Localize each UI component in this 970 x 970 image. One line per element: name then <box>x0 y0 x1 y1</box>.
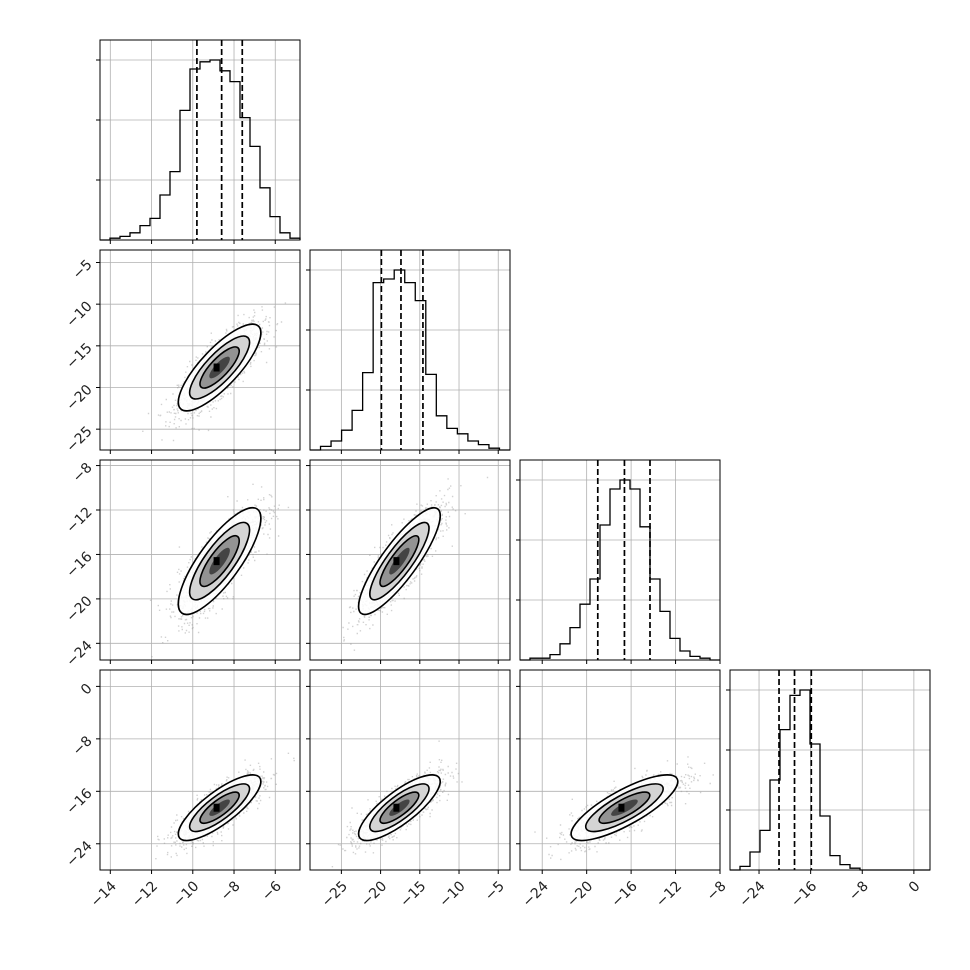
density-peak-cell <box>618 803 625 812</box>
histogram-step <box>310 269 510 451</box>
density-peak-cell <box>213 363 220 372</box>
x-tick-label: −20 <box>564 878 596 910</box>
scatter-panel-2-1 <box>96 249 301 454</box>
y-tick-label: −10 <box>63 299 95 331</box>
scatter-panel-4-2 <box>306 669 511 874</box>
panel-frame <box>309 249 511 451</box>
panel-frame <box>309 669 511 871</box>
y-tick-label: −15 <box>63 340 95 372</box>
histogram-step <box>100 59 301 241</box>
x-tick-label: −10 <box>170 878 202 910</box>
x-tick-label: −25 <box>319 878 351 910</box>
x-tick-label: −15 <box>397 878 429 910</box>
x-tick-label: −8 <box>704 878 730 904</box>
y-tick-label: −5 <box>70 257 96 283</box>
scatter-panel-4-1 <box>96 669 301 874</box>
density-peak-cell <box>393 803 400 812</box>
x-tick-label: −16 <box>609 878 641 910</box>
x-tick-label: −24 <box>520 878 552 910</box>
x-tick-label: −24 <box>736 878 768 910</box>
x-tick-label: −16 <box>788 878 820 910</box>
panel-content <box>100 460 300 660</box>
x-tick-label: −12 <box>653 878 685 910</box>
panel-frame <box>519 459 721 661</box>
x-tick-label: −8 <box>846 878 872 904</box>
density-peak-cell <box>213 803 220 812</box>
x-tick-label: −14 <box>88 878 120 910</box>
density-peak-cell <box>213 557 220 566</box>
hist-panel-4 <box>726 669 931 874</box>
panel-frame <box>309 459 511 661</box>
panel-content <box>310 670 510 870</box>
panel-content <box>100 670 300 870</box>
y-tick-label: −16 <box>63 549 95 581</box>
x-tick-label: −5 <box>482 878 508 904</box>
panel-frame <box>99 669 301 871</box>
y-tick-label: −8 <box>70 733 96 759</box>
panel-frame <box>729 669 931 871</box>
scatter-panel-4-3 <box>516 669 721 874</box>
scatter-panel-3-1 <box>96 459 301 664</box>
y-tick-label: −24 <box>63 838 95 870</box>
hist-panel-2 <box>306 249 511 454</box>
panel-content <box>100 250 300 450</box>
panel-frame <box>99 39 301 241</box>
panel-content <box>310 460 510 660</box>
y-tick-label: −8 <box>70 460 96 486</box>
y-tick-label: −20 <box>63 593 95 625</box>
scatter-panel-3-2 <box>306 459 511 664</box>
histogram-step <box>520 479 720 661</box>
density-peak-cell <box>393 557 400 566</box>
x-tick-label: −8 <box>218 878 244 904</box>
sample-points <box>342 476 489 651</box>
x-tick-label: −10 <box>436 878 468 910</box>
x-tick-label: −20 <box>358 878 390 910</box>
panel-frame <box>99 249 301 451</box>
x-tick-label: −6 <box>259 878 285 904</box>
y-tick-label: 0 <box>78 681 96 699</box>
y-tick-label: −24 <box>63 638 95 670</box>
x-tick-label: 0 <box>906 878 924 896</box>
x-tick-label: −12 <box>129 878 161 910</box>
panel-content <box>520 670 720 870</box>
hist-panel-1 <box>96 39 301 244</box>
hist-panel-3 <box>516 459 721 664</box>
y-tick-label: −12 <box>63 504 95 536</box>
panel-frame <box>99 459 301 661</box>
y-tick-label: −20 <box>63 382 95 414</box>
y-tick-label: −25 <box>63 424 95 456</box>
panel-frame <box>519 669 721 871</box>
y-tick-label: −16 <box>63 786 95 818</box>
histogram-step <box>730 689 930 871</box>
